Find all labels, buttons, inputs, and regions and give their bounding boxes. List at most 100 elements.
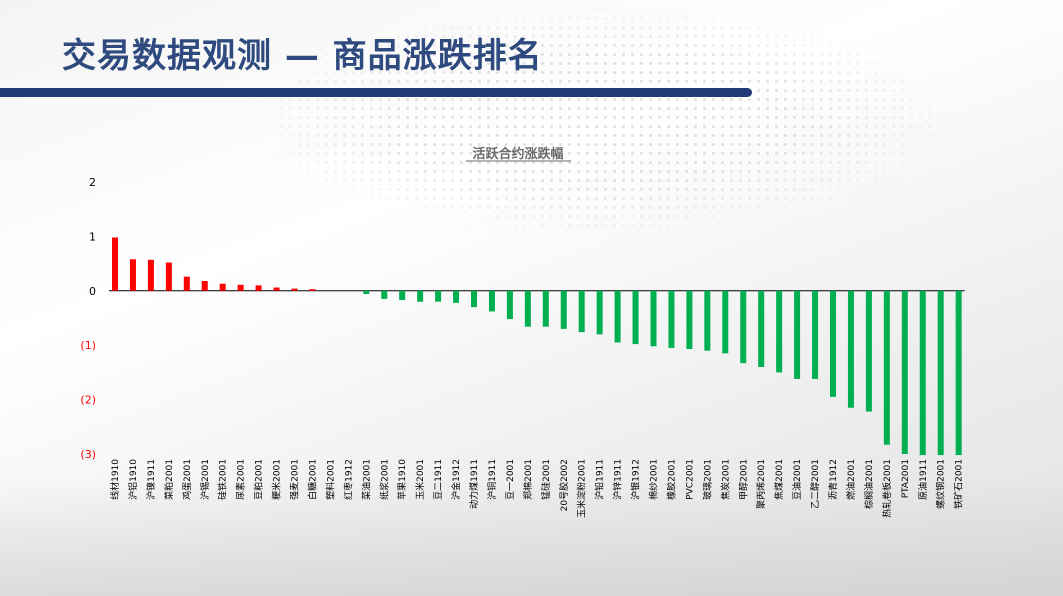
- bar: [919, 290, 926, 456]
- category-label: 焦炭2001: [719, 459, 731, 500]
- bar: [847, 290, 854, 408]
- category-label: 纸浆2001: [378, 459, 390, 500]
- bar: [309, 289, 316, 291]
- bar: [488, 290, 495, 312]
- bar: [614, 290, 621, 343]
- category-label: 苹果1910: [396, 459, 408, 500]
- category-label: 豆二1911: [433, 459, 444, 500]
- bar: [291, 288, 298, 291]
- category-label: 玉米2001: [414, 459, 426, 500]
- bar: [740, 290, 747, 364]
- category-label: 白糖2001: [306, 459, 318, 500]
- bar: [453, 290, 460, 303]
- category-label: 螺纹钢2001: [935, 459, 947, 509]
- bar: [471, 290, 477, 308]
- y-tick-label: (1): [80, 339, 96, 352]
- bar: [417, 290, 424, 302]
- category-label: 铁矿石2001: [953, 459, 965, 509]
- category-label: 热轧卷板2001: [881, 459, 893, 518]
- category-label: PVC2001: [685, 459, 695, 500]
- bar: [381, 290, 388, 299]
- category-label: 强麦2001: [289, 459, 301, 500]
- category-label: 乙二醇2001: [809, 459, 821, 509]
- bar: [506, 290, 513, 320]
- bar: [650, 290, 657, 347]
- category-label: 红枣1912: [342, 459, 354, 500]
- category-label: 沪银1912: [630, 459, 642, 500]
- bar: [201, 281, 208, 291]
- category-label: 尿素2001: [235, 459, 247, 500]
- category-label: 聚丙烯2001: [755, 459, 767, 509]
- bar: [794, 290, 801, 379]
- bar: [129, 259, 136, 291]
- bar: [435, 290, 442, 302]
- category-label: 豆一2001: [505, 459, 516, 500]
- category-label: 棉纱2001: [648, 459, 660, 500]
- bar: [560, 290, 567, 329]
- category-label: 沪锡2001: [199, 459, 211, 500]
- category-label: 沪铝1910: [127, 459, 139, 500]
- bar: [883, 290, 890, 445]
- bar: [830, 290, 836, 397]
- category-label: 沪铜1911: [486, 459, 498, 500]
- category-label: 焦煤2001: [773, 459, 785, 500]
- bar: [596, 290, 603, 335]
- category-label: 玻璃2001: [701, 459, 713, 500]
- bar: [237, 284, 244, 291]
- category-label: 沪金1912: [450, 459, 462, 500]
- category-label: 郑棉2001: [522, 459, 534, 500]
- category-label: 橡胶2001: [665, 459, 677, 500]
- category-label: 玉米淀粉2001: [576, 459, 588, 518]
- category-label: 燃油2001: [845, 459, 857, 500]
- category-label: 线材1910: [109, 459, 121, 500]
- bar: [865, 290, 872, 412]
- category-label: 20号胶2002: [558, 459, 570, 511]
- category-label: 粳米2001: [271, 459, 283, 500]
- bar: [901, 290, 908, 454]
- category-label: 锰硅2001: [540, 459, 552, 500]
- category-label: 沥青1912: [827, 459, 839, 500]
- bar: [165, 262, 172, 291]
- bar: [632, 290, 639, 345]
- bar: [776, 290, 783, 373]
- bar: [955, 290, 962, 456]
- bars-group: [112, 237, 962, 456]
- category-label: 原油1911: [917, 459, 929, 500]
- bar: [147, 259, 154, 291]
- bar: [363, 290, 370, 295]
- bar: [704, 290, 711, 351]
- title-underline-bar: [0, 88, 752, 97]
- bar: [937, 290, 944, 456]
- bar: [578, 290, 585, 333]
- page-title: 交易数据观测 — 商品涨跌排名: [62, 36, 543, 76]
- world-map-background: [250, 5, 950, 235]
- category-label: 鸡蛋2001: [181, 459, 193, 500]
- category-label: 沪镍1911: [145, 459, 157, 500]
- y-tick-label: 0: [89, 285, 96, 298]
- category-label: 棕榈油2001: [863, 459, 875, 509]
- bar: [399, 290, 406, 301]
- category-label: 豆油2001: [791, 459, 803, 500]
- category-label: 菜粕2001: [163, 459, 175, 500]
- skyline-background: [0, 476, 1063, 596]
- bar: [758, 290, 765, 367]
- y-axis: 2 1 0 (1) (2) (3): [80, 176, 96, 461]
- category-label: 动力煤1911: [468, 459, 480, 509]
- category-label: 豆粕2001: [253, 459, 265, 500]
- bar: [668, 290, 675, 348]
- bar: [722, 290, 729, 354]
- bar: [812, 290, 819, 379]
- category-label: 塑料2001: [324, 459, 336, 500]
- bar: [273, 287, 280, 291]
- y-tick-label: (3): [80, 448, 96, 461]
- bar: [686, 290, 693, 350]
- bar: [542, 290, 549, 327]
- category-labels: 线材1910 沪铝1910 沪镍1911 菜粕2001 鸡蛋2001 沪锡2001 硅铁20…: [109, 459, 965, 518]
- category-label: 菜油2001: [360, 459, 372, 500]
- bar: [112, 237, 118, 291]
- chart-title: 活跃合约涨跌幅: [472, 146, 563, 162]
- category-label: 沪铅1911: [594, 459, 606, 500]
- y-tick-label: 1: [89, 230, 96, 243]
- category-label: 沪锌1911: [612, 459, 624, 500]
